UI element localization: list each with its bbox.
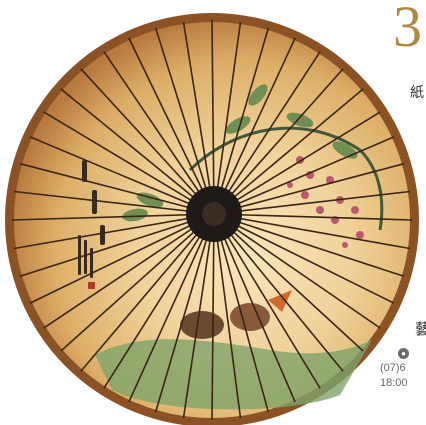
umbrella-rib bbox=[182, 21, 215, 215]
umbrella-rib bbox=[213, 213, 242, 419]
location-pin-icon: ● bbox=[398, 348, 409, 359]
painted-duck-feathers bbox=[268, 290, 292, 312]
umbrella-rib bbox=[154, 213, 215, 413]
umbrella-rib bbox=[213, 213, 270, 413]
umbrella-hub-center bbox=[202, 202, 226, 226]
contact-info: ● (07)6 18:00 bbox=[380, 346, 409, 391]
painted-duck-left bbox=[180, 311, 224, 339]
umbrella-rib bbox=[213, 88, 364, 215]
umbrella-rib bbox=[128, 37, 215, 215]
umbrella-rib bbox=[213, 21, 242, 215]
section-number: 3 bbox=[393, 0, 422, 59]
umbrella-rib bbox=[154, 27, 215, 215]
umbrella-rib bbox=[213, 213, 413, 221]
umbrella-rib bbox=[213, 213, 364, 352]
umbrella-rib bbox=[213, 190, 411, 215]
umbrella-rib bbox=[13, 190, 215, 215]
umbrella-rib bbox=[213, 213, 411, 250]
umbrella-rib bbox=[29, 213, 215, 304]
umbrella-rib bbox=[213, 37, 296, 215]
umbrella-rib bbox=[103, 51, 215, 215]
umbrella-rib bbox=[60, 88, 215, 215]
umbrella-rib bbox=[213, 213, 395, 304]
umbrella-rib bbox=[213, 213, 381, 329]
umbrella-rib bbox=[43, 213, 215, 329]
side-label-bottom: 藝 bbox=[415, 320, 426, 338]
umbrella-rib bbox=[213, 68, 344, 215]
painted-branch bbox=[188, 126, 384, 231]
umbrella-rib bbox=[213, 213, 405, 278]
umbrella-rib bbox=[128, 213, 215, 403]
side-label-top: 紙 bbox=[410, 85, 424, 101]
umbrella-rib bbox=[213, 111, 381, 215]
umbrella-rib bbox=[43, 111, 215, 215]
contact-hours-fragment: 18:00 bbox=[380, 377, 408, 389]
umbrella-rib bbox=[213, 213, 296, 403]
umbrella-rib bbox=[60, 213, 215, 352]
umbrella-rib bbox=[80, 68, 215, 215]
painted-red-seal bbox=[88, 282, 95, 289]
umbrella-rib bbox=[80, 213, 215, 372]
painted-calligraphy bbox=[78, 160, 105, 278]
umbrella-rib bbox=[19, 213, 215, 278]
painted-duck-right bbox=[230, 303, 270, 331]
umbrella-rib bbox=[211, 19, 215, 215]
umbrella-rib bbox=[213, 162, 405, 215]
umbrella-rib bbox=[103, 213, 215, 389]
umbrella-rib bbox=[213, 27, 270, 215]
umbrella-rib bbox=[182, 213, 215, 419]
umbrella-rib bbox=[213, 213, 344, 372]
umbrella-rib bbox=[213, 51, 321, 215]
umbrella-rib bbox=[29, 136, 215, 215]
umbrella-rib bbox=[213, 213, 321, 389]
umbrella-rib bbox=[213, 136, 395, 215]
painted-grass bbox=[95, 339, 372, 410]
umbrella-rib bbox=[13, 213, 215, 250]
painted-wisteria-flowers bbox=[287, 156, 364, 248]
umbrella-rib bbox=[19, 162, 215, 215]
umbrella-rib bbox=[11, 213, 215, 221]
contact-phone-fragment: (07)6 bbox=[380, 362, 406, 374]
umbrella-rib bbox=[211, 213, 215, 421]
umbrella-ribs bbox=[11, 19, 413, 421]
